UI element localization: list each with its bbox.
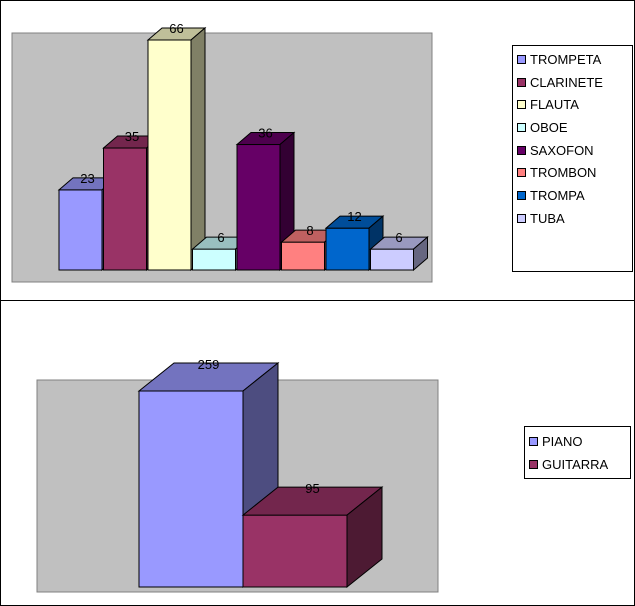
legend-swatch bbox=[517, 122, 526, 132]
legend-item-saxofon: SAXOFON bbox=[517, 139, 632, 162]
legend-item-trompa: TROMPA bbox=[517, 184, 632, 207]
bar-front-clarinete bbox=[103, 147, 147, 271]
bar-piano bbox=[137, 361, 280, 589]
bar-side-guitarra bbox=[346, 486, 383, 589]
legend-item-guitarra: GUITARRA bbox=[529, 453, 630, 476]
bar-front-oboe bbox=[192, 248, 236, 271]
legend-label: GUITARRA bbox=[542, 456, 609, 472]
bar-side-flauta bbox=[190, 26, 206, 272]
data-label-trompa: 12 bbox=[347, 209, 361, 224]
bar-front-trompa bbox=[325, 227, 370, 271]
data-label-trombon: 8 bbox=[306, 223, 313, 238]
legend-item-flauta: FLAUTA bbox=[517, 93, 632, 116]
chart-keys-guitar: 259 95 bbox=[36, 357, 439, 593]
legend-swatch bbox=[517, 145, 526, 155]
legend-swatch bbox=[517, 168, 526, 178]
legend-item-trombon: TROMBON bbox=[517, 161, 632, 184]
legend-item-tuba: TUBA bbox=[517, 207, 632, 230]
bar-front-trompeta bbox=[58, 189, 103, 271]
legend-item-trompeta: TROMPETA bbox=[517, 48, 632, 71]
chart-panel-instruments: 23 35 66 6 36 8 12 6 TROMPETA CLARINETE FLAUTA OBO… bbox=[0, 0, 635, 301]
bar-flauta bbox=[146, 26, 207, 272]
legend-item-clarinete: CLARINETE bbox=[517, 71, 632, 94]
data-label-guitarra: 95 bbox=[305, 481, 319, 496]
bar-front-trombon bbox=[281, 241, 325, 271]
legend-item-piano: PIANO bbox=[529, 430, 630, 453]
legend-label: PIANO bbox=[542, 433, 583, 449]
legend-label: TROMPETA bbox=[530, 51, 602, 67]
data-label-trompeta: 23 bbox=[80, 171, 94, 186]
bar-guitarra bbox=[241, 486, 384, 589]
legend-label: TROMBON bbox=[530, 165, 597, 181]
data-label-tuba: 6 bbox=[395, 230, 402, 245]
legend-item-oboe: OBOE bbox=[517, 116, 632, 139]
legend-label: TUBA bbox=[530, 210, 565, 226]
legend-swatch bbox=[517, 190, 526, 200]
legend-instruments: TROMPETA CLARINETE FLAUTA OBOE SAXOFON TROMBO… bbox=[512, 45, 633, 272]
chart-panel-keys-guitar: 259 95 PIANO GUITARRA bbox=[0, 300, 635, 606]
legend-swatch bbox=[517, 100, 526, 110]
legend-swatch bbox=[517, 77, 526, 87]
legend-swatch bbox=[517, 54, 526, 64]
data-label-flauta: 66 bbox=[169, 21, 183, 36]
data-label-clarinete: 35 bbox=[125, 129, 139, 144]
data-label-oboe: 6 bbox=[217, 230, 224, 245]
bar-side-tuba bbox=[413, 236, 428, 272]
bar-front-guitarra bbox=[242, 514, 348, 588]
legend-label: SAXOFON bbox=[530, 142, 594, 158]
legend-label: CLARINETE bbox=[530, 74, 603, 90]
bar-front-saxofon bbox=[236, 144, 281, 271]
legend-label: OBOE bbox=[530, 119, 568, 135]
legend-label: TROMPA bbox=[530, 187, 585, 203]
bar-front-tuba bbox=[370, 248, 414, 271]
bar-saxofon bbox=[235, 131, 296, 272]
data-label-piano: 259 bbox=[198, 357, 220, 372]
legend-swatch bbox=[517, 213, 526, 223]
legend-label: FLAUTA bbox=[530, 97, 579, 113]
bar-tuba bbox=[369, 236, 429, 272]
legend-swatch bbox=[529, 436, 538, 446]
legend-keys-guitar: PIANO GUITARRA bbox=[524, 426, 631, 479]
bar-front-piano bbox=[138, 390, 244, 588]
legend-swatch bbox=[529, 459, 538, 469]
bar-front-flauta bbox=[147, 39, 192, 271]
data-label-saxofon: 36 bbox=[258, 126, 272, 141]
